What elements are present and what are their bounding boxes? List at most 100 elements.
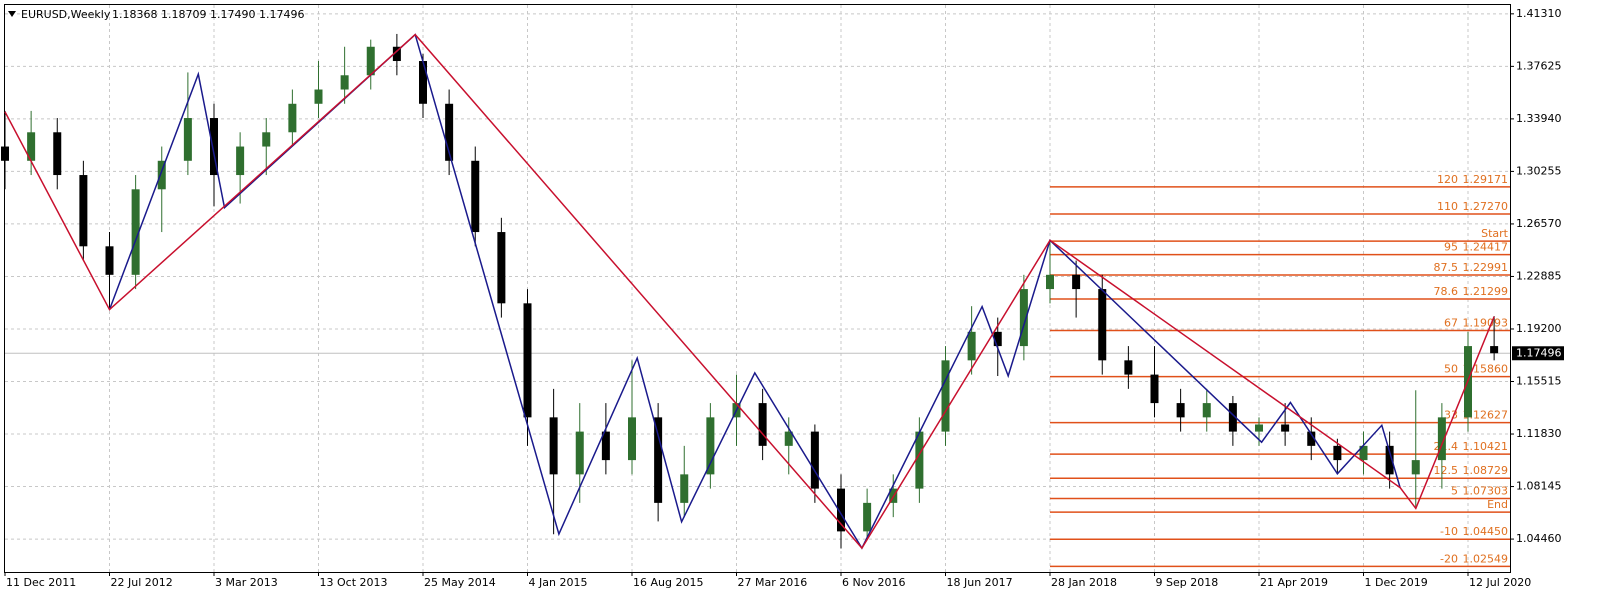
fib-label: 5 [1451,485,1458,498]
candle-body [105,246,114,275]
chart-title: EURUSD,Weekly [21,8,111,21]
x-tick-label: 11 Dec 2011 [6,576,76,589]
candle-body [1019,289,1028,347]
candle-body [1385,445,1394,475]
candle-body [1490,346,1499,354]
y-tick-label: 1.41310 [1516,7,1562,20]
candle-body [628,417,636,461]
candle-body [863,502,872,532]
fib-price: 1.07303 [1463,485,1509,498]
y-tick-label: 1.19200 [1516,322,1562,335]
candle-body [340,75,349,90]
candle-body [1124,360,1133,375]
fib-label: 78.6 [1434,285,1459,298]
x-tick-label: 27 Mar 2016 [738,576,808,589]
y-tick-label: 1.08145 [1516,480,1562,493]
y-tick-label: 1.26570 [1516,217,1562,230]
fib-label: -10 [1440,525,1458,538]
candle-body [575,431,584,475]
candle-body [392,46,401,62]
candle-body [53,132,62,176]
fib-label: 120 [1437,173,1458,186]
x-tick-label: 4 Jan 2015 [529,576,588,589]
candle-body [601,431,610,461]
candle-body [471,160,480,233]
x-tick-label: 25 May 2014 [424,576,496,589]
candle-body [784,431,793,446]
fib-price: 1.04450 [1463,525,1509,538]
zigzag-line [4,33,1495,550]
last-price-box [1512,346,1564,361]
candle-body [1,146,9,161]
fib-label: 95 [1444,241,1458,254]
candle-body [1255,424,1263,432]
x-tick-label: 3 Mar 2013 [215,576,278,589]
candle-body [967,331,976,361]
candle-body [941,360,950,432]
x-tick-label: 9 Sep 2018 [1156,576,1219,589]
candle-body [1437,417,1446,461]
candle-body [210,118,218,176]
candle-body [131,189,140,275]
fib-price: 1.21299 [1463,285,1509,298]
candle-body [419,61,427,104]
x-tick-label: 28 Jan 2018 [1051,576,1117,589]
candle-body [523,303,532,418]
fib-price: 1.12627 [1463,409,1509,422]
candle-body [549,417,558,475]
x-tick-label: 18 Jun 2017 [947,576,1013,589]
candle-body [1176,403,1185,418]
fib-price: 1.29171 [1463,173,1509,186]
fib-price: 1.10421 [1463,440,1509,453]
candle-body [915,431,924,489]
candle-body [1150,374,1159,404]
x-tick-label: 22 Jul 2012 [111,576,173,589]
candle-body [758,403,767,446]
y-tick-label: 1.33940 [1516,112,1562,125]
candle-body [1281,424,1290,432]
candle-body [27,132,36,161]
fib-label: 87.5 [1434,261,1459,274]
candle-body [183,118,192,161]
fib-price: 1.08729 [1463,464,1509,477]
candle-body [1411,460,1420,475]
candle-body [79,175,88,247]
x-tick-label: 12 Jul 2020 [1469,576,1531,589]
fib-label: 67 [1444,317,1458,330]
candle-body [1072,274,1081,290]
menu-arrow[interactable] [8,11,16,17]
candle-body [1307,431,1316,446]
fib-label: 50 [1444,363,1458,376]
y-tick-label: 1.30255 [1516,164,1562,177]
x-tick-label: 16 Aug 2015 [633,576,703,589]
fib-label: -20 [1440,552,1458,565]
candle-body [1228,403,1237,432]
candle-body [497,232,506,304]
candle-body [837,488,845,532]
candle-body [1333,445,1342,461]
y-tick-label: 1.04460 [1516,532,1562,545]
y-tick-label: 1.22885 [1516,269,1562,282]
last-price-label: 1.17496 [1516,346,1562,359]
candle-body [1098,289,1107,361]
ohlc-text: 1.18368 1.18709 1.17490 1.17496 [112,8,304,21]
y-tick-label: 1.15515 [1516,375,1562,388]
candle-body [366,46,375,76]
candle-body [993,331,1002,347]
candle-body [1202,403,1211,418]
fib-price: 1.24417 [1463,241,1509,254]
fib-label: 12.5 [1434,464,1459,477]
candle-body [654,417,663,503]
candle-body [236,146,245,176]
x-tick-label: 6 Nov 2016 [842,576,905,589]
x-tick-label: 1 Dec 2019 [1365,576,1428,589]
candle-body [680,474,689,503]
fib-label: 110 [1437,200,1458,213]
fib-label: End [1487,498,1508,511]
x-tick-label: 13 Oct 2013 [320,576,388,589]
x-tick-label: 21 Apr 2019 [1260,576,1328,589]
candle-body [157,160,166,190]
fib-label: Start [1481,227,1509,240]
y-tick-label: 1.37625 [1516,59,1562,72]
